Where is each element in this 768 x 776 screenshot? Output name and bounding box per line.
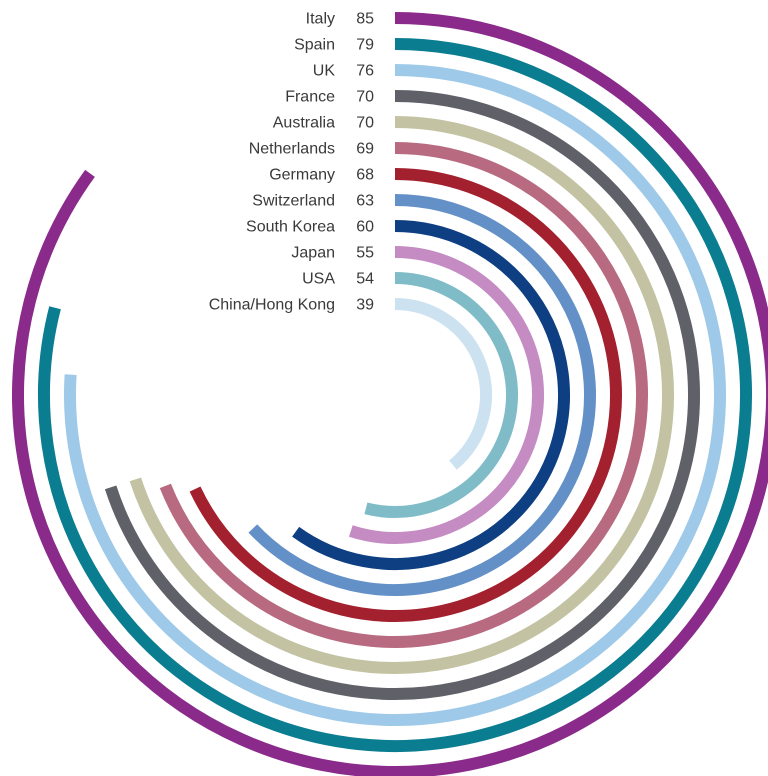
arc-australia (129, 116, 674, 674)
arc-uk (64, 64, 726, 726)
category-label-uk: UK (313, 63, 336, 80)
value-label-netherlands: 69 (356, 141, 374, 158)
value-label-usa: 54 (356, 271, 374, 288)
category-label-japan: Japan (291, 245, 335, 262)
category-label-china-hong-kong: China/Hong Kong (209, 297, 335, 314)
value-label-france: 70 (356, 89, 374, 106)
category-label-switzerland: Switzerland (252, 193, 335, 210)
value-label-south-korea: 60 (356, 219, 374, 236)
value-label-germany: 68 (356, 167, 374, 184)
value-label-australia: 70 (356, 115, 374, 132)
arc-italy (12, 12, 768, 776)
category-label-usa: USA (302, 271, 335, 288)
category-label-spain: Spain (294, 37, 335, 54)
arc-japan (348, 246, 544, 544)
arc-china-hong-kong (394, 298, 492, 470)
value-label-uk: 76 (356, 63, 374, 80)
arc-south-korea (292, 220, 570, 570)
category-label-italy: Italy (306, 11, 335, 28)
category-label-south-korea: South Korea (246, 219, 335, 236)
arc-switzerland (248, 194, 596, 596)
value-label-switzerland: 63 (356, 193, 374, 210)
arc-spain (38, 38, 752, 752)
value-label-japan: 55 (356, 245, 374, 262)
arc-france (104, 90, 700, 700)
arc-usa (364, 272, 519, 518)
category-label-australia: Australia (273, 115, 335, 132)
value-label-spain: 79 (356, 37, 374, 54)
arc-germany (189, 168, 622, 622)
arc-netherlands (159, 142, 648, 648)
category-label-france: France (285, 89, 335, 106)
value-label-italy: 85 (356, 11, 374, 28)
category-label-germany: Germany (269, 167, 335, 184)
category-label-netherlands: Netherlands (249, 141, 335, 158)
value-label-china-hong-kong: 39 (356, 297, 374, 314)
